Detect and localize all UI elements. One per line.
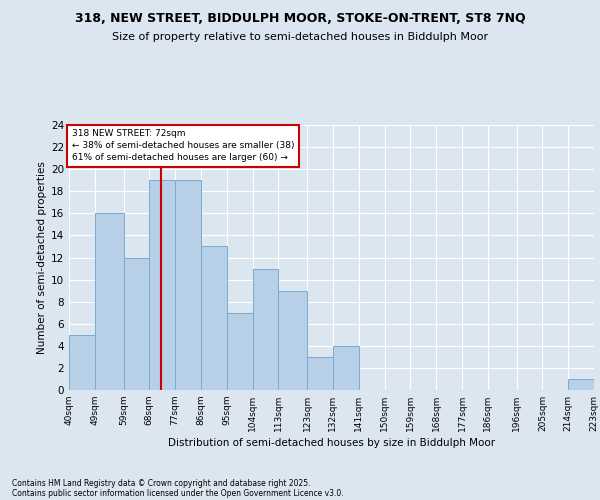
Bar — [69, 335, 95, 390]
Text: Contains HM Land Registry data © Crown copyright and database right 2025.: Contains HM Land Registry data © Crown c… — [12, 478, 311, 488]
Bar — [201, 246, 227, 390]
Bar — [253, 268, 278, 390]
Bar — [568, 379, 594, 390]
Bar — [307, 357, 333, 390]
Text: 318 NEW STREET: 72sqm
← 38% of semi-detached houses are smaller (38)
61% of semi: 318 NEW STREET: 72sqm ← 38% of semi-deta… — [72, 130, 295, 162]
Y-axis label: Number of semi-detached properties: Number of semi-detached properties — [37, 161, 47, 354]
X-axis label: Distribution of semi-detached houses by size in Biddulph Moor: Distribution of semi-detached houses by … — [168, 438, 495, 448]
Bar — [124, 258, 149, 390]
Bar — [278, 290, 307, 390]
Bar — [175, 180, 201, 390]
Bar — [95, 214, 124, 390]
Text: Size of property relative to semi-detached houses in Biddulph Moor: Size of property relative to semi-detach… — [112, 32, 488, 42]
Bar — [333, 346, 359, 390]
Text: Contains public sector information licensed under the Open Government Licence v3: Contains public sector information licen… — [12, 488, 344, 498]
Bar — [227, 312, 253, 390]
Text: 318, NEW STREET, BIDDULPH MOOR, STOKE-ON-TRENT, ST8 7NQ: 318, NEW STREET, BIDDULPH MOOR, STOKE-ON… — [74, 12, 526, 26]
Bar — [149, 180, 175, 390]
